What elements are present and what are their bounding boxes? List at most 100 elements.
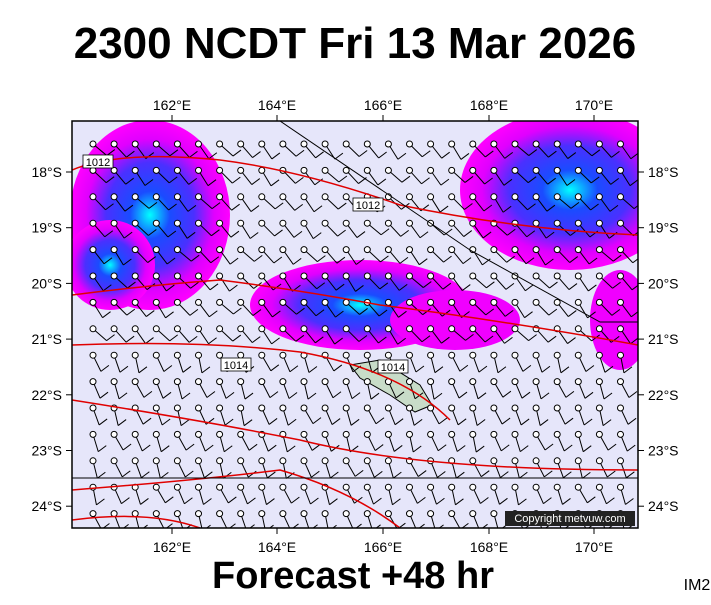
- barb-feather: [480, 497, 489, 504]
- station: [152, 457, 160, 465]
- barb-feather: [225, 392, 235, 399]
- barb-feather: [462, 257, 472, 264]
- station: [237, 325, 245, 333]
- barb-feather: [398, 283, 408, 291]
- barb-feather: [121, 497, 130, 505]
- barb-feather: [126, 308, 136, 316]
- station: [342, 219, 350, 227]
- barb-feather: [184, 497, 193, 505]
- barb-feather: [478, 365, 488, 373]
- barb-feather: [528, 149, 538, 156]
- barb-feather: [505, 282, 515, 290]
- barb-feather: [524, 311, 533, 319]
- barb-feather: [249, 232, 259, 239]
- station: [110, 378, 118, 386]
- barb-feather: [103, 257, 113, 265]
- barb-feather: [562, 498, 571, 505]
- wind-field: [460, 121, 638, 270]
- barb-feather: [625, 498, 634, 505]
- barb-feather: [315, 336, 324, 344]
- barb-feather: [123, 258, 132, 266]
- barb-staff: [452, 540, 460, 556]
- station: [300, 272, 308, 280]
- barb-feather: [144, 179, 154, 186]
- barb-feather: [627, 524, 633, 528]
- station: [216, 298, 224, 306]
- barb-feather: [626, 471, 635, 479]
- barb-feather: [570, 201, 580, 209]
- barb-feather: [540, 392, 550, 400]
- barb-feather: [627, 417, 637, 425]
- barb-feather: [334, 152, 344, 160]
- station: [406, 325, 413, 333]
- barb-feather: [142, 524, 148, 528]
- barb-feather: [334, 337, 343, 345]
- station: [342, 298, 350, 306]
- station: [89, 457, 97, 465]
- station: [195, 404, 202, 412]
- barb-feather: [459, 364, 469, 372]
- station: [617, 483, 624, 491]
- station: [89, 193, 97, 201]
- lon-label-top: 166°E: [364, 97, 402, 113]
- barb-feather: [544, 443, 554, 451]
- barb-feather: [169, 149, 179, 157]
- barb-feather: [317, 255, 326, 263]
- station: [574, 140, 582, 148]
- barb-feather: [335, 283, 345, 291]
- station: [363, 457, 371, 465]
- station: [490, 483, 498, 491]
- barb-feather: [419, 258, 428, 266]
- barb-feather: [519, 445, 529, 453]
- barb-feather: [106, 334, 115, 342]
- barb-feather: [165, 311, 174, 319]
- lat-label-left: 21°S: [31, 331, 62, 347]
- barb-feather: [503, 178, 513, 186]
- barb-feather: [186, 231, 196, 239]
- wind-field: [590, 270, 638, 370]
- station: [300, 430, 308, 438]
- barb-feather: [463, 230, 473, 237]
- lon-label-bottom: 164°E: [258, 539, 296, 555]
- station: [258, 404, 266, 412]
- barb-feather: [98, 418, 108, 426]
- station: [321, 272, 329, 280]
- station: [427, 378, 435, 386]
- barb-feather: [504, 151, 514, 159]
- station: [595, 298, 603, 306]
- station: [216, 351, 224, 359]
- barb-feather: [126, 150, 135, 158]
- barb-feather: [209, 310, 218, 318]
- barb-feather: [502, 390, 512, 398]
- station: [427, 166, 435, 174]
- barb-feather: [602, 419, 612, 427]
- station: [237, 351, 245, 359]
- barb-feather: [442, 282, 452, 290]
- barb-feather: [211, 229, 220, 237]
- barb-feather: [336, 256, 346, 264]
- station: [490, 510, 498, 518]
- barb-feather: [567, 310, 577, 317]
- copyright-box: [505, 511, 635, 526]
- barb-feather: [224, 418, 234, 426]
- barb-feather: [539, 419, 549, 426]
- station: [300, 140, 308, 148]
- station: [173, 166, 181, 174]
- station: [258, 510, 266, 518]
- station: [617, 246, 624, 254]
- station: [384, 510, 392, 518]
- station: [532, 246, 540, 254]
- barb-feather: [421, 177, 430, 185]
- barb-feather: [266, 498, 275, 505]
- barb-feather: [378, 151, 387, 159]
- barb-feather: [610, 335, 620, 343]
- barb-feather: [437, 444, 447, 452]
- lon-label-top: 168°E: [470, 97, 508, 113]
- map-frame: [71, 120, 639, 529]
- station: [363, 272, 371, 280]
- station: [448, 219, 456, 227]
- station: [448, 246, 456, 254]
- barb-feather: [169, 334, 178, 342]
- station: [363, 430, 371, 438]
- station: [511, 325, 519, 333]
